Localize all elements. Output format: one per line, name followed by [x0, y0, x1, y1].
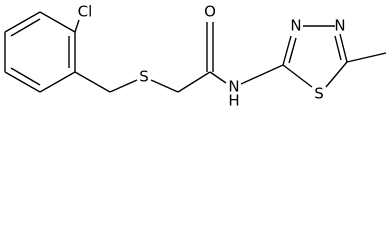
- bond-inner: [334, 35, 342, 61]
- bond-inner: [10, 67, 41, 86]
- bond: [177, 71, 211, 93]
- bond-inner: [10, 18, 41, 37]
- bond: [209, 71, 227, 84]
- bond: [4, 11, 41, 33]
- bond: [339, 33, 348, 63]
- atom-label: S: [139, 68, 149, 86]
- bond: [346, 52, 387, 63]
- bonds: [4, 11, 387, 93]
- bond: [109, 79, 138, 93]
- bond: [150, 79, 179, 93]
- bond: [74, 19, 80, 33]
- bond: [74, 71, 111, 93]
- atom-label: N: [290, 17, 301, 35]
- bond-inner: [288, 37, 297, 64]
- bond: [4, 71, 41, 93]
- bond: [282, 64, 313, 88]
- bond: [282, 35, 292, 66]
- atom-label: S: [314, 85, 324, 103]
- atom-label: O: [204, 3, 216, 21]
- bond: [240, 64, 284, 85]
- atom-label: Cl: [78, 3, 93, 21]
- bond: [39, 71, 76, 93]
- molecule-diagram: Cl S O N H N N S: [4, 3, 387, 109]
- atom-label: H: [228, 92, 239, 109]
- atom-label: N: [228, 78, 239, 96]
- atom-label: N: [334, 17, 345, 35]
- bond: [325, 61, 348, 88]
- bond: [39, 11, 76, 33]
